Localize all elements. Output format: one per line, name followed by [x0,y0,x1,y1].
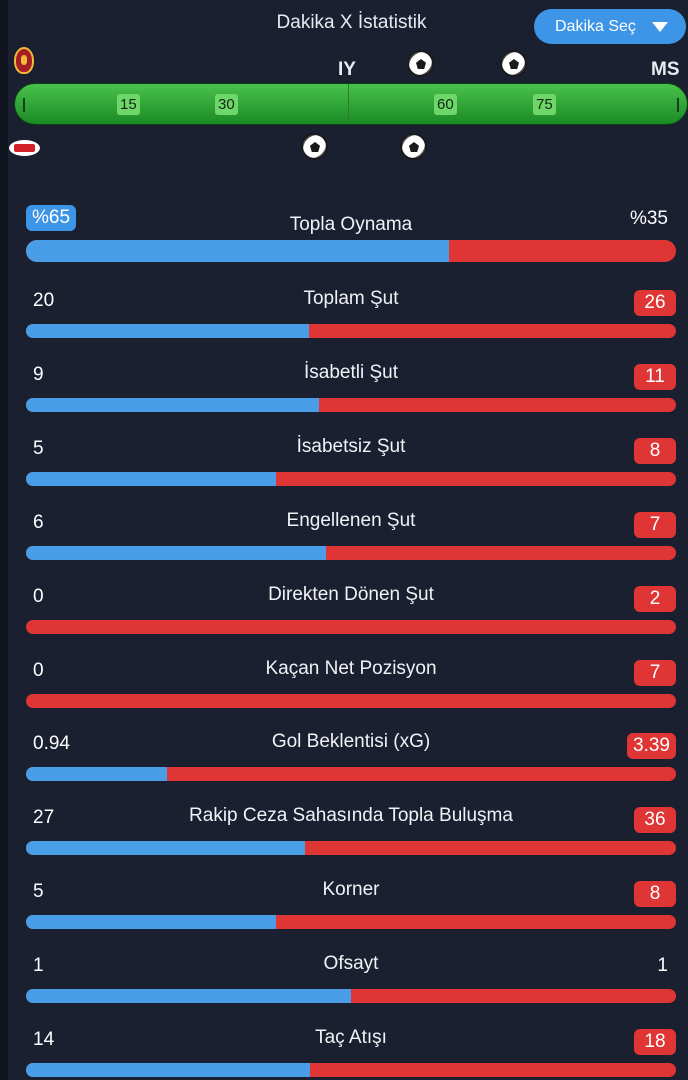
stat-comparison-bar [26,324,676,338]
stat-row: Ofsayt 1 1 [26,953,676,1013]
minute-select-button[interactable]: Dakika Seç [534,9,686,44]
away-goal-soccer-ball-icon [400,133,427,160]
stat-label: İsabetli Şut [304,362,398,383]
timeline-start-marker [23,98,25,112]
stat-away-value: 11 [634,364,676,390]
stat-home-value: 0 [33,586,44,607]
stat-row: Engellenen Şut 6 7 [26,510,676,570]
stat-home-value: 27 [33,807,55,828]
stat-home-share-fill [26,546,326,560]
stat-label: Kaçan Net Pozisyon [265,658,437,679]
stat-home-value: 5 [33,881,44,902]
stat-home-value: %65 [26,205,77,231]
stat-row: Gol Beklentisi (xG) 0.94 3.39 [26,731,676,791]
stat-home-share-fill [26,989,351,1003]
stat-label: Ofsayt [323,953,379,974]
chevron-down-icon [652,22,668,32]
stat-home-share-fill [26,324,309,338]
stat-away-value: 7 [634,512,676,538]
stat-label: Engellenen Şut [286,510,416,531]
stat-home-share-fill [26,472,276,486]
home-goal-soccer-ball-icon [500,50,527,77]
stat-row: Taç Atışı 14 18 [26,1027,676,1080]
stat-home-value: 1 [33,955,44,976]
stat-label: Direkten Dönen Şut [268,584,434,605]
stat-comparison-bar [26,240,676,262]
stat-home-share-fill [26,240,449,262]
stat-row: Direkten Dönen Şut 0 2 [26,584,676,644]
stat-label: Toplam Şut [303,288,399,309]
stat-label: Topla Oynama [289,214,413,235]
stat-home-share-fill [26,915,276,929]
stat-away-value: 8 [634,438,676,464]
left-edge-strip [0,0,8,1080]
stat-home-share-fill [26,398,319,412]
timeline-tick: 15 [117,94,140,115]
stat-home-value: 20 [33,290,55,311]
stat-row: Topla Oynama %65 %35 [26,205,676,266]
stat-comparison-bar [26,472,676,486]
stat-label: Gol Beklentisi (xG) [271,731,431,752]
stat-home-share-fill [26,841,305,855]
stat-home-value: 14 [33,1029,55,1050]
stat-label: Korner [322,879,380,900]
stat-home-share-fill [26,767,168,781]
stat-comparison-bar [26,1063,676,1077]
match-timeline[interactable]: 15 30 60 75 [14,83,688,125]
away-team-logo-icon [9,140,40,156]
away-goal-soccer-ball-icon [301,133,328,160]
stat-label: Taç Atışı [315,1027,387,1048]
home-goal-soccer-ball-icon [407,50,434,77]
stat-label: İsabetsiz Şut [296,436,406,457]
stat-away-value: 2 [634,586,676,612]
timeline-tick: 60 [434,94,457,115]
stat-row: Korner 5 8 [26,879,676,939]
stat-away-value: 36 [634,807,676,833]
stat-comparison-bar [26,915,676,929]
stat-away-value: 18 [634,1029,676,1055]
stat-home-value: 6 [33,512,44,533]
stat-home-value: 9 [33,364,44,385]
home-team-logo-icon [14,47,34,74]
minute-select-label: Dakika Seç [555,17,636,35]
stat-row: Rakip Ceza Sahasında Topla Buluşma 27 36 [26,805,676,865]
stat-away-value: 7 [634,660,676,686]
full-time-label: MS [651,59,680,80]
stat-label: Rakip Ceza Sahasında Topla Buluşma [189,805,513,826]
stat-home-value: 5 [33,438,44,459]
timeline-tick: 30 [215,94,238,115]
stat-comparison-bar [26,546,676,560]
stat-comparison-bar [26,398,676,412]
stat-comparison-bar [26,694,676,708]
stat-home-share-fill [26,1063,311,1077]
timeline-tick: 75 [533,94,556,115]
stat-row: Kaçan Net Pozisyon 0 7 [26,658,676,718]
stat-away-value: 26 [634,290,676,316]
stat-comparison-bar [26,620,676,634]
stat-row: İsabetli Şut 9 11 [26,362,676,422]
timeline-end-marker [677,98,679,112]
stat-comparison-bar [26,989,676,1003]
timeline-halftime-divider [348,84,349,124]
stat-away-value: 8 [634,881,676,907]
stat-home-value: 0 [33,660,44,681]
stat-away-value: 1 [657,955,668,976]
stat-comparison-bar [26,841,676,855]
stat-home-value: 0.94 [33,733,70,754]
half-time-label: IY [338,59,356,80]
page-title: Dakika X İstatistik [276,12,427,33]
stat-comparison-bar [26,767,676,781]
stat-away-value: %35 [629,208,668,229]
stat-row: Toplam Şut 20 26 [26,288,676,348]
stat-away-value: 3.39 [627,733,676,759]
stat-row: İsabetsiz Şut 5 8 [26,436,676,496]
